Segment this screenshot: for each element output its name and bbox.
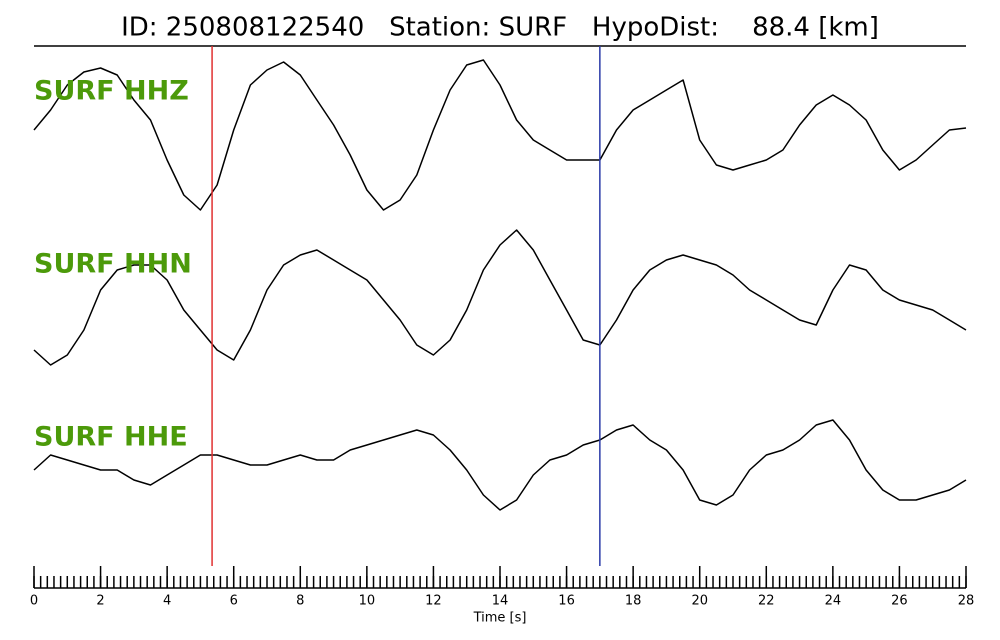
chart-title: ID: 250808122540 Station: SURF HypoDist:… — [121, 13, 879, 43]
trace — [33, 59, 967, 211]
x-tick-label: 20 — [691, 594, 708, 609]
trace — [33, 229, 967, 366]
trace-label: SURF HHZ — [34, 76, 189, 107]
x-tick-label: 16 — [558, 594, 575, 609]
x-tick-label: 4 — [163, 594, 171, 609]
x-tick-label: 18 — [625, 594, 642, 609]
x-tick-label: 6 — [230, 594, 238, 609]
x-tick-label: 12 — [425, 594, 442, 609]
x-tick-label: 24 — [825, 594, 842, 609]
x-tick-label: 10 — [359, 594, 376, 609]
x-axis-label: Time [s] — [473, 611, 527, 626]
x-tick-label: 22 — [758, 594, 775, 609]
trace-label: SURF HHE — [34, 422, 188, 453]
trace — [33, 419, 967, 511]
x-tick-label: 14 — [492, 594, 509, 609]
x-tick-label: 26 — [891, 594, 908, 609]
x-tick-label: 28 — [958, 594, 975, 609]
x-tick-label: 2 — [96, 594, 104, 609]
x-tick-label: 8 — [296, 594, 304, 609]
trace-label: SURF HHN — [34, 249, 192, 280]
x-tick-label: 0 — [30, 594, 38, 609]
